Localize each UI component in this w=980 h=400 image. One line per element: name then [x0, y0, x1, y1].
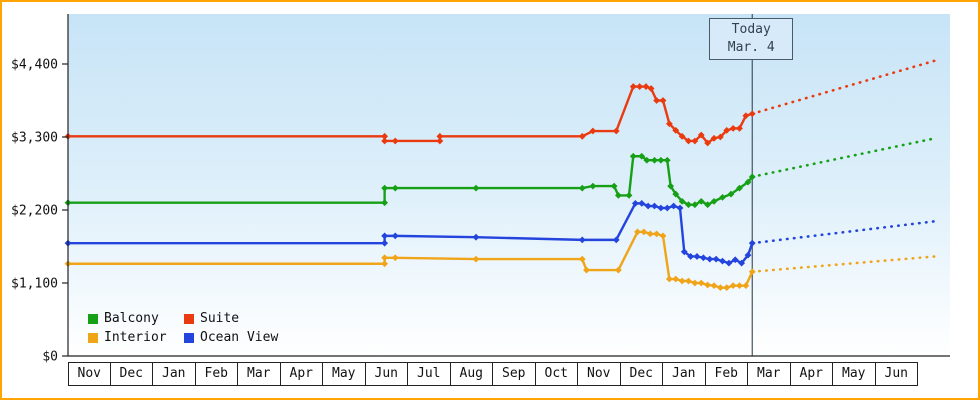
- month-cell-feb-15: Feb: [705, 362, 748, 386]
- legend-item-suite: Suite: [184, 311, 278, 326]
- month-cell-dec-1: Dec: [110, 362, 153, 386]
- month-cell-nov-0: Nov: [68, 362, 111, 386]
- today-label-line1: Today: [731, 22, 771, 37]
- month-cell-oct-11: Oct: [535, 362, 578, 386]
- month-cell-mar-4: Mar: [238, 362, 281, 386]
- month-cell-nov-12: Nov: [578, 362, 621, 386]
- y-tick-label: $3,300: [11, 131, 58, 146]
- month-cell-dec-13: Dec: [620, 362, 663, 386]
- month-cell-jul-8: Jul: [408, 362, 451, 386]
- y-tick-label: $1,100: [11, 277, 58, 292]
- month-cell-mar-16: Mar: [748, 362, 791, 386]
- month-cell-feb-3: Feb: [195, 362, 238, 386]
- legend-label-interior: Interior: [104, 330, 167, 345]
- month-cell-aug-9: Aug: [450, 362, 493, 386]
- interior-color-swatch: [88, 332, 98, 343]
- legend-label-balcony: Balcony: [104, 311, 159, 326]
- legend-item-ocean-view: Ocean View: [184, 330, 278, 345]
- legend-item-interior: Interior: [88, 330, 184, 345]
- today-label-line2: Mar. 4: [727, 40, 775, 55]
- suite-color-swatch: [184, 313, 194, 324]
- month-cell-jan-14: Jan: [663, 362, 706, 386]
- month-cell-jun-7: Jun: [365, 362, 408, 386]
- month-cell-may-6: May: [323, 362, 366, 386]
- legend-label-suite: Suite: [200, 311, 240, 326]
- month-cell-apr-17: Apr: [790, 362, 833, 386]
- plot-background: [68, 14, 950, 356]
- legend-item-balcony: Balcony: [88, 311, 184, 326]
- balcony-color-swatch: [88, 313, 98, 324]
- y-tick-label: $2,200: [11, 204, 58, 219]
- legend-label-ocean-view: Ocean View: [200, 330, 279, 345]
- month-cell-jan-2: Jan: [153, 362, 196, 386]
- month-cell-apr-5: Apr: [280, 362, 323, 386]
- month-cell-sep-10: Sep: [493, 362, 536, 386]
- month-cell-may-18: May: [833, 362, 876, 386]
- ocean-view-color-swatch: [184, 332, 194, 343]
- x-axis-month-row: Nov Dec Jan Feb Mar Apr May Jun Jul Aug Sep Oct Nov D…: [68, 362, 918, 386]
- y-tick-label: $4,400: [11, 58, 58, 73]
- y-tick-label: $0: [42, 350, 58, 365]
- today-marker-label: Today Mar. 4: [709, 18, 794, 60]
- legend: Balcony Suite Interior Ocean View: [88, 311, 278, 345]
- month-cell-jun-19: Jun: [875, 362, 918, 386]
